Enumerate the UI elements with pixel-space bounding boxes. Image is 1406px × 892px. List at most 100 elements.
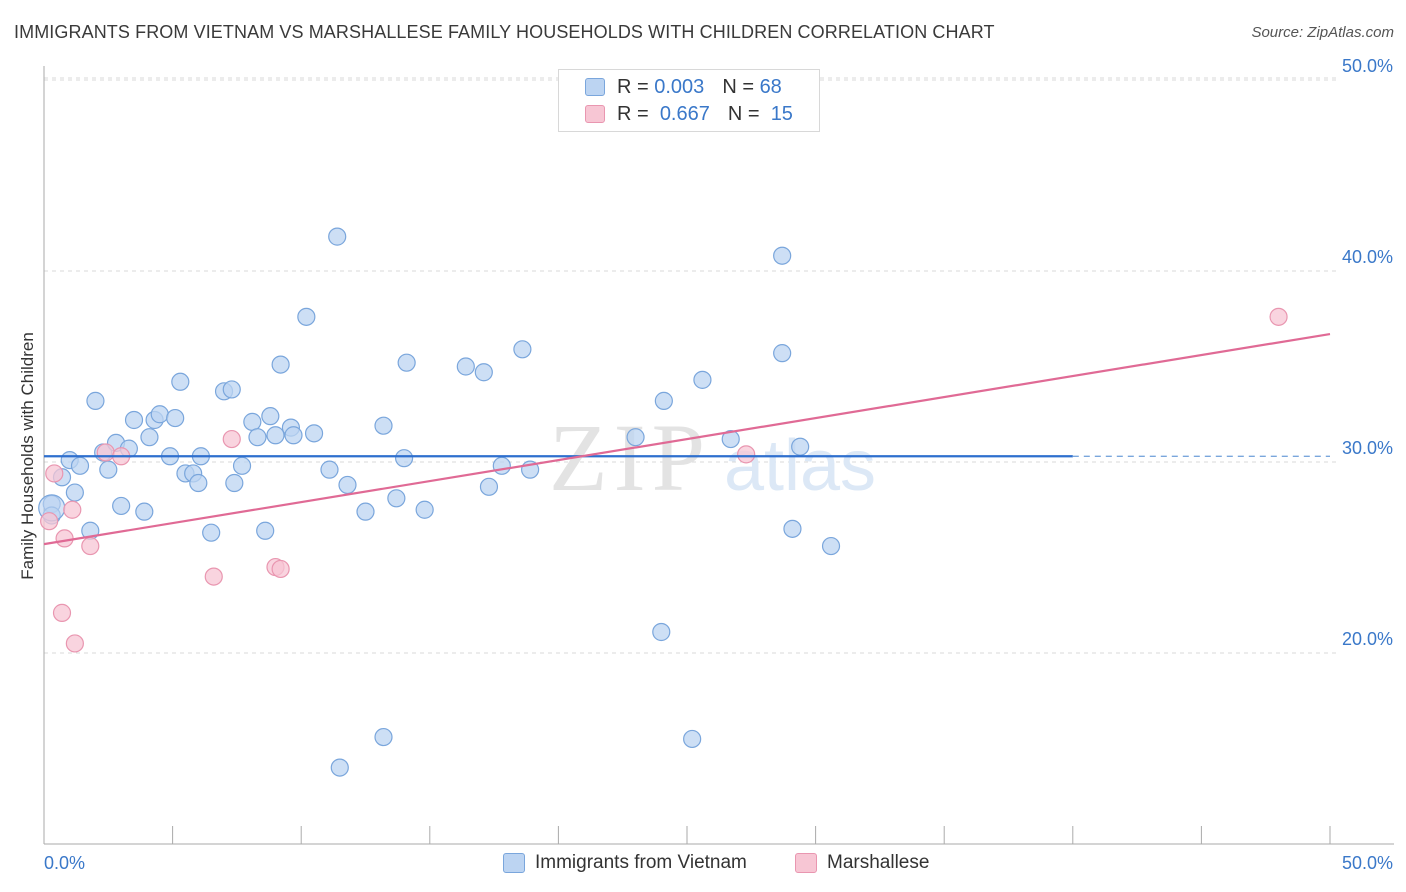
point-vietnam [271,355,290,374]
point-vietnam [243,412,262,431]
point-vietnam [513,340,532,359]
point-marshallese [204,567,223,586]
point-vietnam [397,353,416,372]
point-vietnam [297,307,316,326]
axes [43,66,1394,845]
legend-swatch-pink [585,105,605,123]
point-marshallese [81,536,100,556]
trend-lines [43,332,1331,546]
legend-r-value: 0.667 [659,102,710,125]
bottom-legend-label-vietnam: Immigrants from Vietnam [535,852,747,873]
point-vietnam [225,473,244,493]
x-tick-label: 50.0% [1342,853,1393,873]
bottom-legend-marshallese: Marshallese [795,852,929,874]
point-vietnam [721,429,740,449]
y-tick-label: 50.0% [1342,56,1393,76]
point-marshallese [63,500,82,519]
point-vietnam [124,410,144,430]
point-vietnam [654,391,673,410]
point-vietnam [330,758,349,777]
point-vietnam [232,456,252,475]
point-marshallese [96,443,115,462]
point-vietnam [693,370,712,389]
point-marshallese [45,464,64,483]
point-vietnam [65,483,84,502]
legend-r-label: R = [617,102,649,125]
point-vietnam [773,344,792,363]
point-vietnam [474,363,493,382]
point-vietnam [626,428,645,447]
point-vietnam [328,227,347,246]
point-vietnam [171,372,190,391]
data-points [38,227,1288,777]
point-vietnam [773,246,792,265]
point-vietnam [248,428,267,447]
point-vietnam [492,456,511,475]
point-vietnam [202,523,221,542]
source-label: Source: ZipAtlas.com [1251,24,1394,41]
point-vietnam [821,536,841,556]
point-vietnam [479,477,499,496]
point-marshallese [222,429,241,449]
legend-n-value: 68 [759,75,782,98]
point-vietnam [112,496,131,516]
y-tick-label: 20.0% [1342,629,1393,649]
legend-row-vietnam: R = 0.003 N = 68 [585,75,782,99]
point-vietnam [135,502,154,521]
bottom-legend: Immigrants from Vietnam Marshallese [0,852,1406,878]
bottom-legend-swatch-blue [503,853,525,873]
bottom-legend-swatch-pink [795,853,817,873]
y-tick-label: 30.0% [1342,438,1393,458]
point-vietnam [261,407,280,426]
point-vietnam [456,357,475,376]
point-vietnam [374,727,393,747]
point-vietnam [70,456,90,475]
y-tick-label: 40.0% [1342,247,1393,267]
gridlines [44,77,1340,654]
point-vietnam [394,449,414,468]
trend-line-marshallese [43,332,1331,546]
legend-n-label: N = [722,75,754,98]
point-vietnam [338,475,357,495]
legend-n-value: 15 [770,102,793,125]
point-vietnam [304,424,324,443]
point-vietnam [189,473,208,493]
point-vietnam [99,460,118,479]
chart-title: IMMIGRANTS FROM VIETNAM VS MARSHALLESE F… [14,22,995,42]
point-vietnam [86,391,105,410]
point-vietnam [683,729,702,749]
point-vietnam [166,408,185,428]
point-vietnam [652,622,671,642]
legend: R = 0.003 N = 68 R = 0.667 N = 15 [558,69,820,132]
point-vietnam [222,380,241,399]
point-marshallese [65,634,84,653]
point-marshallese [55,529,74,548]
point-marshallese [737,445,756,464]
point-vietnam [284,426,303,445]
legend-r-value: 0.003 [654,75,705,98]
point-vietnam [320,460,339,479]
legend-row-marshallese: R = 0.667 N = 15 [585,102,793,126]
point-vietnam [387,489,406,508]
point-marshallese [271,559,290,579]
point-vietnam [791,437,810,456]
point-marshallese [40,512,59,531]
point-vietnam [256,521,275,540]
bottom-legend-label-marshallese: Marshallese [827,852,930,873]
point-marshallese [52,603,72,622]
point-vietnam [415,500,434,519]
point-vietnam [374,416,393,435]
legend-r-label: R = [617,75,649,98]
point-marshallese [1269,307,1288,326]
watermark: ZIP atlas [549,404,876,511]
legend-swatch-blue [585,78,605,96]
point-vietnam [140,428,159,447]
x-tick-label: 0.0% [44,853,85,873]
tick-labels: 20.0% 30.0% 40.0% 50.0% 0.0% 50.0% [44,56,1393,873]
point-vietnam [150,405,169,424]
point-vietnam [783,519,802,538]
point-vietnam [356,502,375,521]
point-vietnam [266,426,285,445]
legend-n-label: N = [727,102,760,125]
